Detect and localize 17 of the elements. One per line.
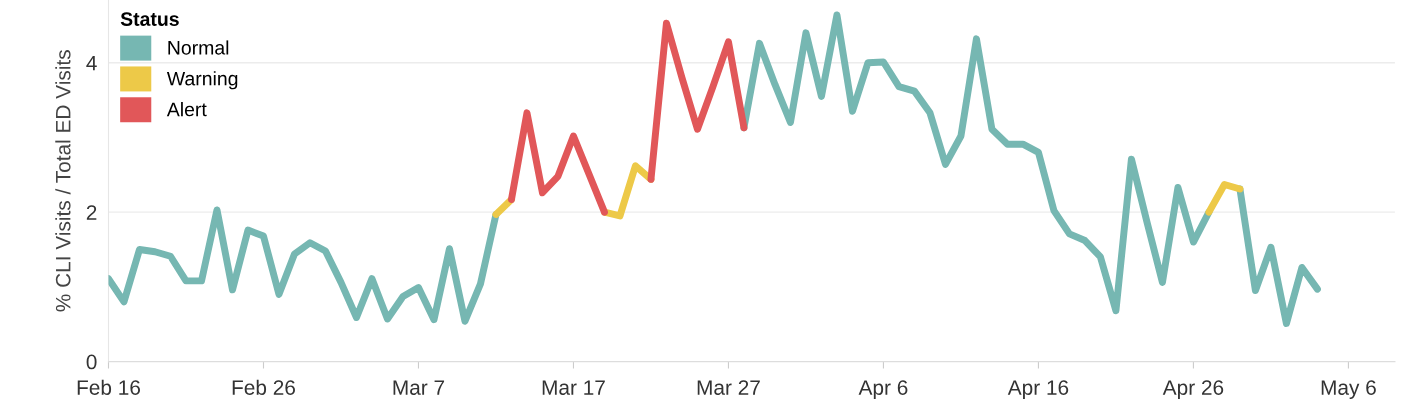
- x-tick-label: Feb 26: [232, 379, 295, 395]
- x-tick-label: Apr 26: [1162, 380, 1224, 400]
- x-tick-label: Apr 6: [858, 380, 908, 400]
- legend-label: Alert: [166, 102, 207, 117]
- x-tick-label: Mar 27: [697, 380, 760, 395]
- legend-label: Normal: [168, 40, 229, 55]
- x-tick-label: Feb 16: [77, 379, 141, 395]
- x-tick-label: Mar 7: [393, 380, 445, 395]
- y-tick-label: 2: [86, 205, 97, 220]
- x-tick-label: Mar 17: [542, 380, 605, 395]
- legend-title: Status: [120, 12, 179, 26]
- legend-label: Warning: [166, 71, 238, 90]
- y-tick-label: 4: [86, 55, 97, 71]
- x-tick-label: Apr 16: [1007, 380, 1069, 400]
- x-tick-label: May 6: [1321, 380, 1376, 400]
- y-tick-label: 0: [86, 354, 97, 370]
- y-axis-title: % CLI Visits / Total ED Visits: [55, 50, 71, 312]
